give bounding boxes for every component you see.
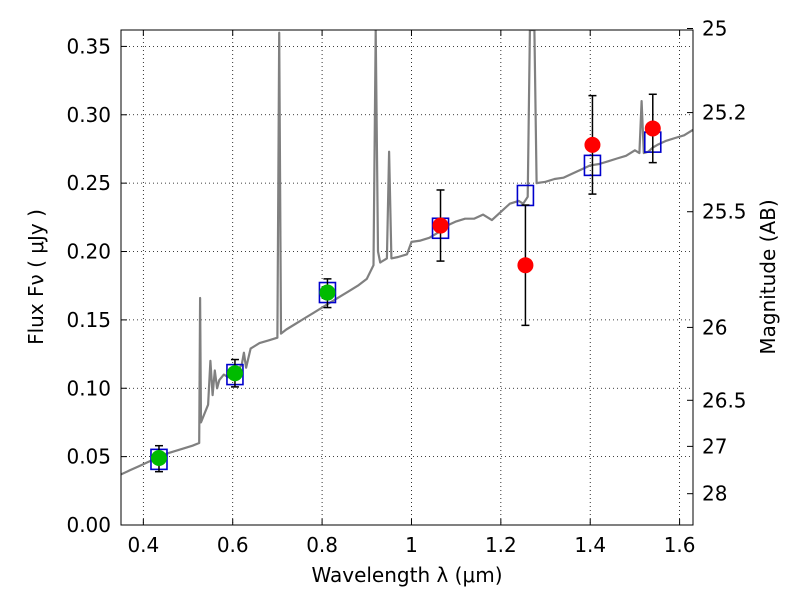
y-tick-label: 0.10 [66, 376, 111, 400]
data-point [644, 120, 661, 137]
y-axis-right-label: Magnitude (AB) [756, 199, 780, 354]
spectrum-line [121, 30, 693, 476]
y-tick-label: 0.20 [66, 240, 111, 264]
y-tick-label: 0.30 [66, 103, 111, 127]
data-point [432, 217, 449, 234]
right-tick-label: 28 [702, 482, 727, 506]
right-tick-label: 25.2 [702, 101, 747, 125]
plot-background [121, 30, 693, 525]
data-point [150, 449, 167, 466]
data-point [319, 284, 336, 301]
data-point [226, 365, 243, 382]
y-tick-label: 0.25 [66, 171, 111, 195]
ticks: 0.4 0.6 0.8 1 1.2 1.4 1.6 0.00 0.05 0.10 0.15 0.20 0… [66, 16, 746, 557]
right-tick-label: 27 [702, 434, 727, 458]
x-tick-label: 1 [405, 533, 418, 557]
plot-frame [120, 29, 694, 526]
y-tick-label: 0.15 [66, 308, 111, 332]
error-bars [150, 93, 661, 473]
right-tick-label: 26.5 [702, 388, 747, 412]
y-tick-label: 0.00 [66, 513, 111, 537]
y-tick-label: 0.05 [66, 445, 111, 469]
data-point [517, 257, 534, 274]
x-tick-label: 0.6 [217, 533, 249, 557]
x-tick-label: 0.8 [306, 533, 338, 557]
data-point [584, 136, 601, 153]
x-tick-label: 0.4 [127, 533, 159, 557]
right-tick-label: 26 [702, 315, 727, 339]
right-tick-label: 25 [702, 16, 727, 40]
x-tick-label: 1.6 [664, 533, 696, 557]
y-axis-label: Flux Fν ( μJy ) [24, 209, 48, 345]
x-tick-label: 1.4 [574, 533, 606, 557]
right-tick-label: 25.5 [702, 200, 747, 224]
x-axis-label: Wavelength λ (μm) [311, 563, 502, 587]
x-tick-label: 1.2 [485, 533, 517, 557]
y-tick-label: 0.35 [66, 34, 111, 58]
